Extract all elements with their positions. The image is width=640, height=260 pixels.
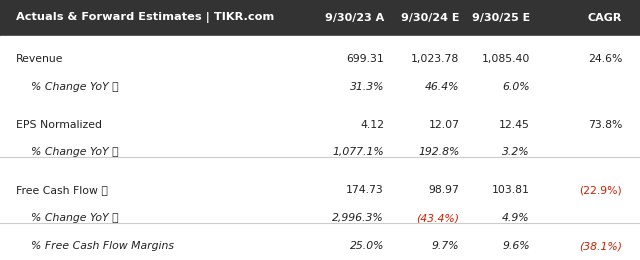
Text: 9/30/24 E: 9/30/24 E: [401, 13, 460, 23]
Text: % Change YoY ⓘ: % Change YoY ⓘ: [31, 82, 118, 92]
Text: 1,085.40: 1,085.40: [481, 54, 530, 64]
Text: 4.12: 4.12: [360, 120, 384, 129]
Text: 73.8%: 73.8%: [588, 120, 622, 129]
Text: 699.31: 699.31: [346, 54, 384, 64]
Bar: [0, 129, 640, 157]
Text: % Change YoY ⓘ: % Change YoY ⓘ: [31, 147, 118, 157]
Text: 4.9%: 4.9%: [502, 213, 530, 223]
Text: 9.7%: 9.7%: [432, 241, 460, 251]
Text: 1,023.78: 1,023.78: [412, 54, 460, 64]
Text: Free Cash Flow ⓘ: Free Cash Flow ⓘ: [16, 185, 108, 195]
Text: 3.2%: 3.2%: [502, 147, 530, 157]
Bar: [0, 195, 640, 223]
Text: Actuals & Forward Estimates | TIKR.com: Actuals & Forward Estimates | TIKR.com: [16, 12, 275, 23]
Text: 6.0%: 6.0%: [502, 82, 530, 92]
Text: 31.3%: 31.3%: [349, 82, 384, 92]
Bar: [0, 157, 640, 185]
Text: 103.81: 103.81: [492, 185, 530, 195]
Text: Revenue: Revenue: [16, 54, 63, 64]
Text: 25.0%: 25.0%: [349, 241, 384, 251]
Text: 46.4%: 46.4%: [425, 82, 460, 92]
Text: 2,996.3%: 2,996.3%: [332, 213, 384, 223]
Bar: [0, 92, 640, 120]
Text: 12.45: 12.45: [499, 120, 530, 129]
Text: 1,077.1%: 1,077.1%: [332, 147, 384, 157]
Bar: [0, 64, 640, 92]
Bar: [0, 36, 640, 64]
Text: (38.1%): (38.1%): [579, 241, 622, 251]
Text: % Free Cash Flow Margins: % Free Cash Flow Margins: [31, 241, 173, 251]
Text: EPS Normalized: EPS Normalized: [16, 120, 102, 129]
Text: (43.4%): (43.4%): [417, 213, 460, 223]
Text: CAGR: CAGR: [588, 13, 622, 23]
Text: (22.9%): (22.9%): [579, 185, 622, 195]
Bar: [0, 223, 640, 251]
Text: 24.6%: 24.6%: [588, 54, 622, 64]
Text: % Change YoY ⓘ: % Change YoY ⓘ: [31, 213, 118, 223]
Text: 9/30/25 E: 9/30/25 E: [472, 13, 530, 23]
Text: 192.8%: 192.8%: [418, 147, 460, 157]
Bar: [0, 0, 640, 36]
Text: 9/30/23 A: 9/30/23 A: [324, 13, 384, 23]
Text: 9.6%: 9.6%: [502, 241, 530, 251]
Text: 12.07: 12.07: [429, 120, 460, 129]
Text: 174.73: 174.73: [346, 185, 384, 195]
Text: 98.97: 98.97: [429, 185, 460, 195]
